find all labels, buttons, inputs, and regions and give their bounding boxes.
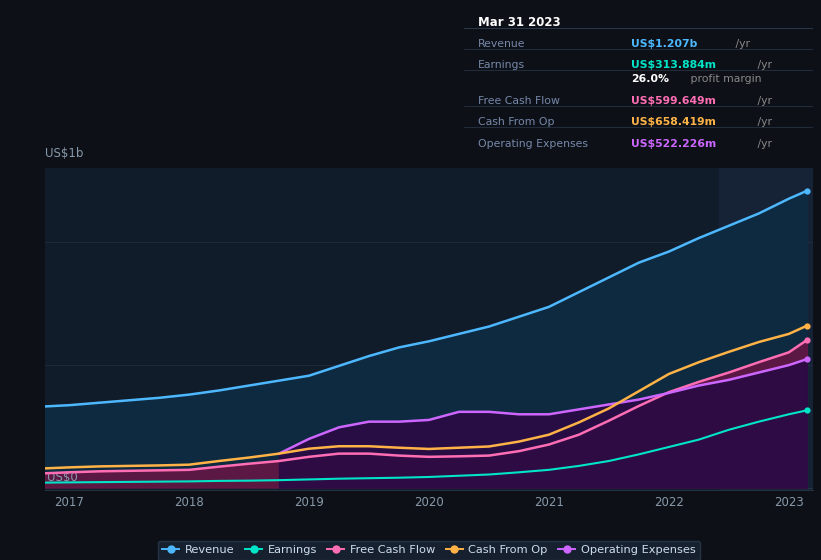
Text: US$1.207b: US$1.207b [631, 39, 698, 49]
Legend: Revenue, Earnings, Free Cash Flow, Cash From Op, Operating Expenses: Revenue, Earnings, Free Cash Flow, Cash … [158, 541, 700, 560]
Text: US$1b: US$1b [45, 147, 84, 160]
Text: US$599.649m: US$599.649m [631, 96, 716, 106]
Text: profit margin: profit margin [687, 74, 762, 84]
Text: Revenue: Revenue [478, 39, 525, 49]
Text: /yr: /yr [732, 39, 750, 49]
Text: Operating Expenses: Operating Expenses [478, 139, 588, 149]
Text: US$658.419m: US$658.419m [631, 117, 716, 127]
Text: Earnings: Earnings [478, 60, 525, 70]
Text: /yr: /yr [754, 96, 773, 106]
Text: Free Cash Flow: Free Cash Flow [478, 96, 560, 106]
Text: US$522.226m: US$522.226m [631, 139, 717, 149]
Text: US$0: US$0 [47, 471, 77, 484]
Text: /yr: /yr [754, 60, 773, 70]
Text: 26.0%: 26.0% [631, 74, 669, 84]
Text: US$313.884m: US$313.884m [631, 60, 717, 70]
Text: /yr: /yr [754, 117, 773, 127]
Text: /yr: /yr [754, 139, 773, 149]
Bar [719, 168, 813, 490]
Text: Cash From Op: Cash From Op [478, 117, 554, 127]
Text: Mar 31 2023: Mar 31 2023 [478, 16, 561, 29]
